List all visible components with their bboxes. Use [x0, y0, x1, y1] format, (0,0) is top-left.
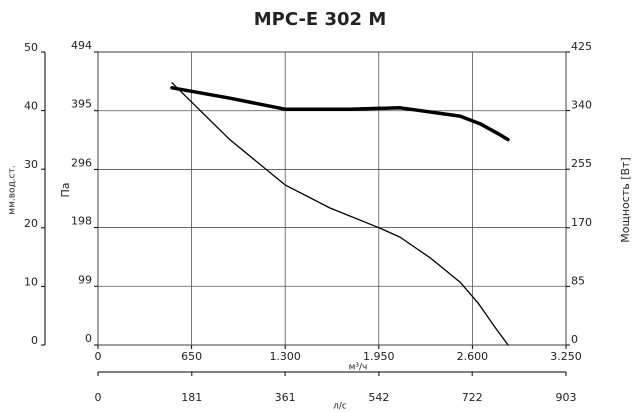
x2-tick-label: 181 — [181, 391, 202, 404]
x-tick-label: 3.250 — [550, 350, 582, 363]
y2-tick-label: 340 — [571, 99, 592, 112]
y2-tick-label: 85 — [571, 274, 585, 287]
y-tick-label: 99 — [78, 273, 92, 286]
y-tick-label: 395 — [71, 98, 92, 111]
y2-tick-label: 255 — [571, 157, 592, 170]
x2-axis-label: л/с — [333, 402, 347, 412]
y3-tick-label: 40 — [24, 100, 38, 113]
curve — [170, 86, 510, 142]
x2-tick-label: 0 — [95, 391, 102, 404]
x-tick-label: 1.950 — [363, 350, 395, 363]
y-tick-label: 0 — [85, 332, 92, 345]
y3-tick-label: 30 — [24, 158, 38, 171]
y2-tick-label: 425 — [571, 40, 592, 53]
x2-tick-label: 722 — [462, 391, 483, 404]
plot-frame — [97, 51, 567, 346]
curve — [171, 82, 509, 346]
y-tick-label: 494 — [71, 39, 92, 52]
y3-axis-label: мм.вод.ст. — [8, 165, 18, 214]
y3-tick-label: 10 — [24, 275, 38, 288]
chart-title: MPC-E 302 M — [254, 9, 387, 30]
y2-axis-label: Мощность [Вт] — [619, 157, 632, 242]
y2-tick-label: 0 — [571, 333, 578, 346]
x-tick-label: 2.600 — [457, 350, 489, 363]
x-tick-label: 0 — [95, 350, 102, 363]
y-tick-label: 198 — [71, 215, 92, 228]
y3-tick-label: 50 — [24, 41, 38, 54]
x2-tick-label: 542 — [368, 391, 389, 404]
y3-tick-label: 20 — [24, 217, 38, 230]
x2-tick-label: 903 — [556, 391, 577, 404]
y2-tick-label: 170 — [571, 216, 592, 229]
y-axis-label: Па — [59, 182, 72, 197]
x2-tick-label: 361 — [275, 391, 296, 404]
y-tick-label: 296 — [71, 156, 92, 169]
x-axis-label: м³/ч — [349, 363, 368, 373]
x-tick-label: 650 — [181, 350, 202, 363]
x-tick-label: 1.300 — [269, 350, 301, 363]
y3-tick-label: 0 — [31, 334, 38, 347]
